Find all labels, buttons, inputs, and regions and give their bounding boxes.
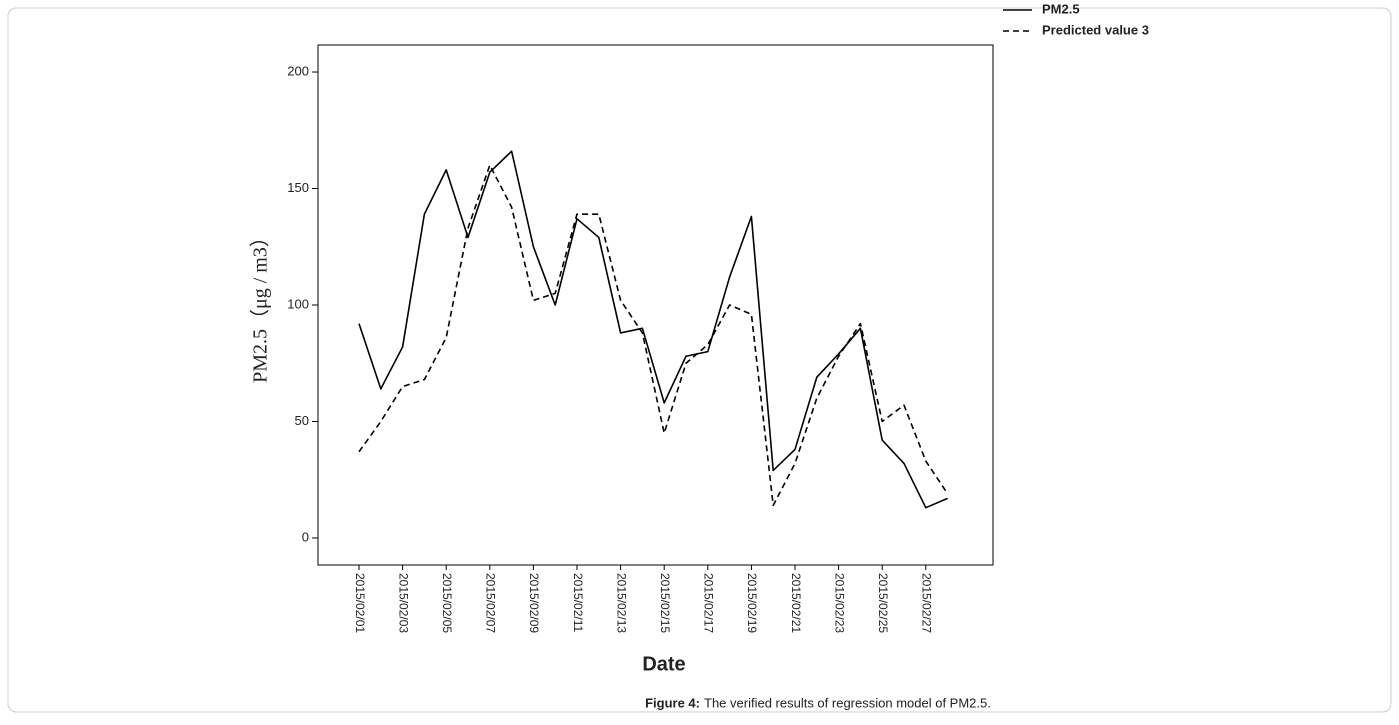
x-tick-label: 2015/02/19	[745, 573, 759, 633]
x-tick-label: 2015/02/27	[920, 573, 934, 633]
figure-border	[7, 7, 1392, 713]
x-tick-label: 2015/02/09	[527, 573, 541, 633]
x-tick-label: 2015/02/11	[571, 573, 585, 632]
x-tick-label: 2015/02/25	[876, 573, 890, 633]
y-tick-label: 50	[295, 413, 309, 428]
y-tick-label: 0	[302, 529, 309, 544]
y-tick-label: 200	[287, 63, 309, 78]
legend-label: Predicted value 3	[1042, 22, 1149, 37]
x-tick-label: 2015/02/01	[353, 573, 367, 633]
x-tick-label: 2015/02/07	[484, 573, 498, 633]
x-tick-label: 2015/02/13	[614, 573, 628, 633]
y-axis-title: PM2.5（μg / m3）	[249, 227, 272, 383]
x-tick-label: 2015/02/21	[789, 573, 803, 633]
x-tick-label: 2015/02/05	[440, 573, 454, 633]
x-tick-label: 2015/02/23	[832, 573, 846, 633]
x-tick-label: 2015/02/17	[702, 573, 716, 633]
caption: The verified results of regression model…	[704, 695, 991, 710]
x-tick-label: 2015/02/15	[658, 573, 672, 633]
caption-label: Figure 4:	[645, 695, 700, 710]
y-tick-label: 100	[287, 296, 309, 311]
y-tick-label: 150	[287, 180, 309, 195]
legend-label: PM2.5	[1042, 1, 1080, 16]
series-line	[358, 164, 949, 507]
x-tick-label: 2015/02/03	[396, 573, 410, 633]
x-axis-title: Date	[642, 653, 685, 675]
